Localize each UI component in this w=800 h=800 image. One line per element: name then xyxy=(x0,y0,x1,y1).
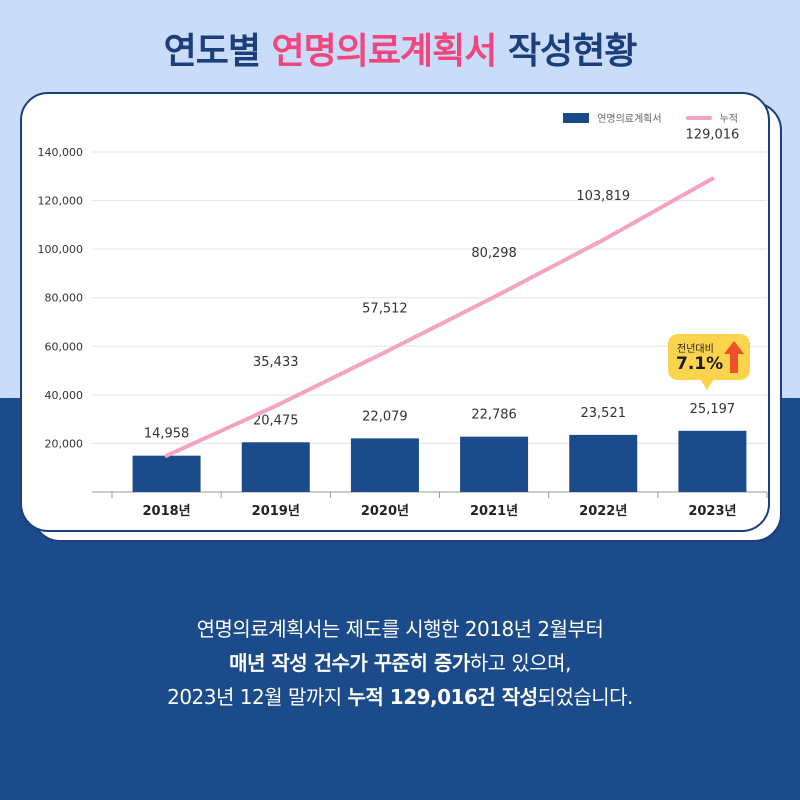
yoy-badge: 전년대비 7.1% xyxy=(668,334,750,390)
bar-value-label: 20,475 xyxy=(253,413,299,428)
x-tick-label: 2018년 xyxy=(143,504,191,519)
bar xyxy=(678,430,747,492)
chart-card: 연명의료계획서 누적 20,000 40,000 60,000 80,000 100,0… xyxy=(20,92,770,532)
x-tick-label: 2020년 xyxy=(361,504,409,519)
line-value-label: 35,433 xyxy=(253,355,299,370)
y-tick-label: 80,000 xyxy=(45,292,84,305)
legend-line-swatch xyxy=(685,115,712,120)
description-line-1: 연명의료계획서는 제도를 시행한 2018년 2월부터 xyxy=(196,617,604,641)
description-line-3-bold: 누적 129,016건 작성 xyxy=(347,685,539,709)
x-tick-label: 2022년 xyxy=(579,504,627,519)
x-tick-label: 2019년 xyxy=(252,504,300,519)
chart-legend: 연명의료계획서 누적 xyxy=(563,110,738,125)
description-line-2-rest: 하고 있으며, xyxy=(469,651,572,675)
bar-value-label: 22,786 xyxy=(471,408,517,423)
y-tick-label: 20,000 xyxy=(45,437,84,450)
arrow-up-icon xyxy=(724,341,744,373)
line-value-label: 129,016 xyxy=(686,128,740,143)
description-line-2: 매년 작성 건수가 꾸준히 증가하고 있으며, xyxy=(0,646,800,680)
description-line-3-pre: 2023년 12월 말까지 xyxy=(167,685,348,709)
page-title: 연도별 연명의료계획서 작성현황 xyxy=(0,22,800,74)
bar-value-label: 23,521 xyxy=(581,406,627,421)
description: 연명의료계획서는 제도를 시행한 2018년 2월부터 매년 작성 건수가 꾸준… xyxy=(0,612,800,714)
description-line-3-post: 되었습니다. xyxy=(537,685,634,709)
y-tick-label: 40,000 xyxy=(45,389,84,402)
bar xyxy=(132,455,201,492)
bar xyxy=(241,442,310,492)
description-line-2-bold: 매년 작성 건수가 꾸준히 증가 xyxy=(229,651,470,675)
bar xyxy=(569,434,638,492)
bar-value-label: 22,079 xyxy=(362,409,408,424)
line-value-label: 103,819 xyxy=(576,189,630,204)
bar xyxy=(350,438,419,492)
legend-bar-label: 연명의료계획서 xyxy=(597,114,662,125)
line-value-label: 80,298 xyxy=(471,246,517,261)
title-accent: 연명의료계획서 xyxy=(271,31,498,72)
x-tick-label: 2021년 xyxy=(470,504,518,519)
y-tick-label: 60,000 xyxy=(45,340,84,353)
legend-bar-swatch xyxy=(563,112,590,123)
bar xyxy=(460,436,529,492)
legend-line-label: 누적 xyxy=(719,114,738,125)
bar-value-label: 25,197 xyxy=(690,402,736,417)
cumulative-line xyxy=(164,176,715,458)
y-tick-label: 100,000 xyxy=(38,243,84,256)
y-tick-label: 120,000 xyxy=(38,195,84,208)
y-tick-label: 140,000 xyxy=(38,146,84,159)
bar-value-label: 14,958 xyxy=(144,427,190,442)
title-suffix: 작성현황 xyxy=(507,31,637,72)
description-line-3: 2023년 12월 말까지 누적 129,016건 작성되었습니다. xyxy=(0,680,800,714)
yoy-badge-value: 7.1% xyxy=(676,354,724,374)
line-value-label: 57,512 xyxy=(362,301,408,316)
yoy-badge-label: 전년대비 xyxy=(677,344,714,355)
title-prefix: 연도별 xyxy=(163,31,261,72)
x-tick-label: 2023년 xyxy=(688,504,736,519)
combo-chart: 20,000 40,000 60,000 80,000 100,000 120,000 14… xyxy=(38,128,768,519)
